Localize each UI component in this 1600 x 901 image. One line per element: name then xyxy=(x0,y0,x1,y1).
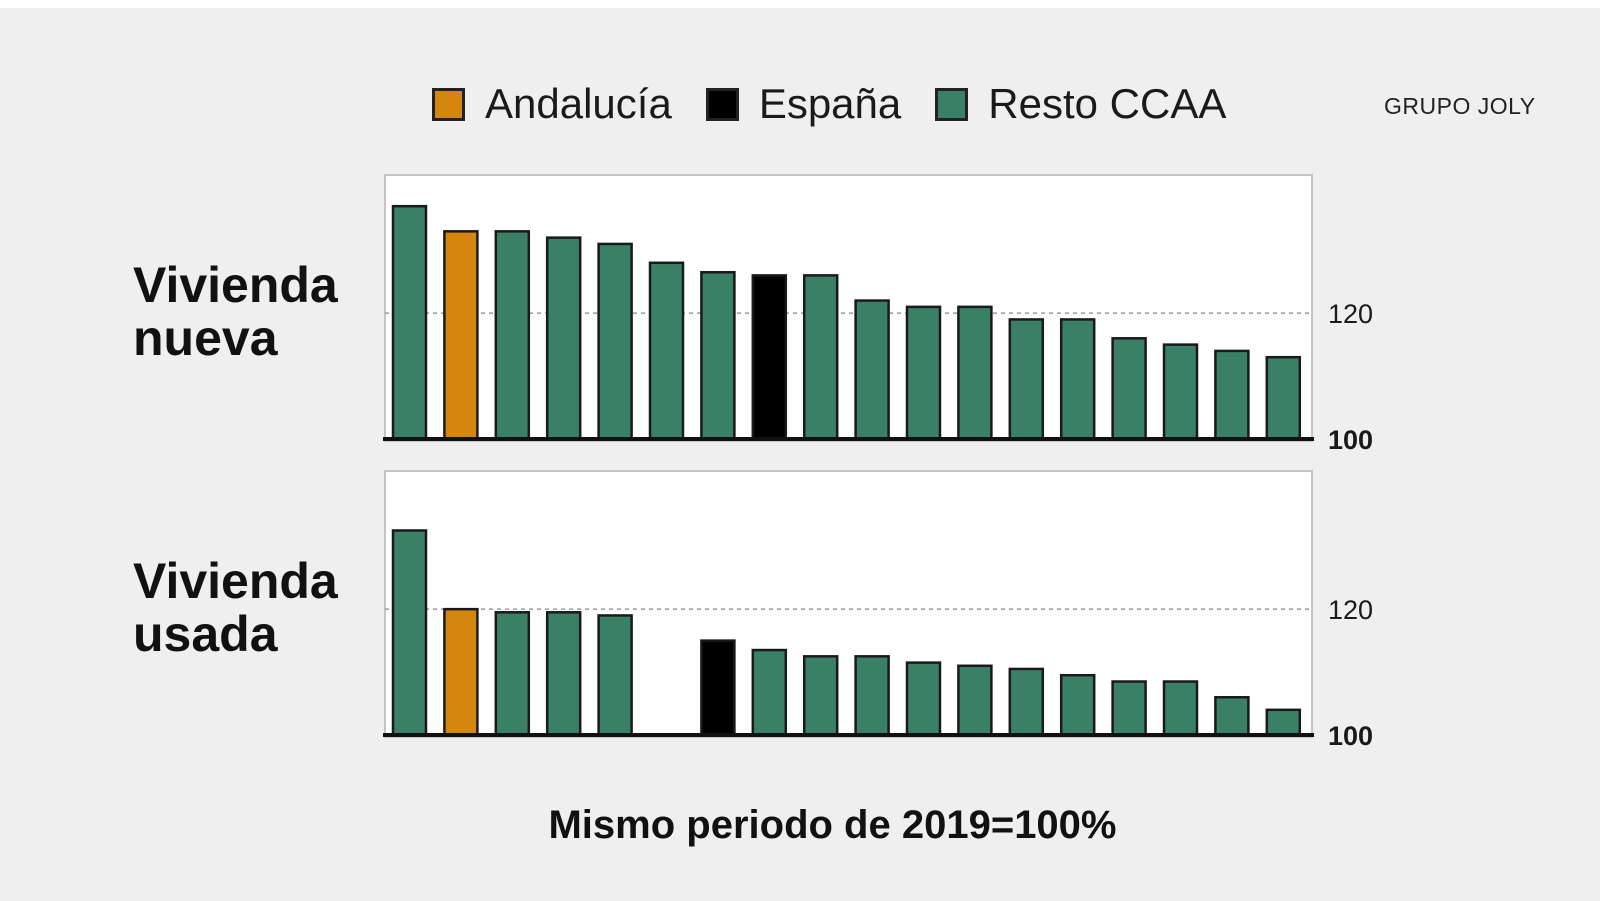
base-period-note: Mismo periodo de 2019=100% xyxy=(548,803,1117,847)
bar-resto-ccaa xyxy=(905,305,942,441)
bar-resto-ccaa xyxy=(854,299,890,441)
bar-resto-ccaa xyxy=(1059,673,1096,737)
bar-resto-ccaa xyxy=(1008,318,1045,441)
bar-resto-ccaa xyxy=(545,236,582,441)
chart-vivienda-usada: 100 120 xyxy=(383,470,1373,751)
legend-item-resto-ccaa: Resto CCAA xyxy=(935,83,1226,125)
bar-resto-ccaa xyxy=(648,261,685,441)
bar-resto-ccaa xyxy=(905,661,942,737)
legend-swatch-resto-ccaa xyxy=(935,87,969,121)
bar-resto-ccaa xyxy=(700,270,736,441)
bar-resto-ccaa xyxy=(494,611,531,737)
y-tick-label: 100 xyxy=(1328,721,1373,751)
bar-resto-ccaa xyxy=(1265,355,1302,441)
bar-andaluc-a xyxy=(443,607,479,737)
bar-resto-ccaa xyxy=(494,230,531,441)
bar-resto-ccaa xyxy=(957,305,993,441)
legend-swatch-andalucia xyxy=(432,87,465,121)
bar-resto-ccaa xyxy=(957,664,993,737)
bar-resto-ccaa xyxy=(751,648,788,737)
plot-vivienda-nueva: 100 120 xyxy=(383,174,1373,455)
bar-resto-ccaa xyxy=(391,529,428,737)
legend-item-andalucia: Andalucía xyxy=(432,83,672,125)
bar-resto-ccaa xyxy=(545,611,582,737)
y-tick-label: 120 xyxy=(1328,595,1373,625)
bar-resto-ccaa xyxy=(1111,337,1147,441)
bar-espa-a xyxy=(751,274,788,441)
legend-label-andalucia: Andalucía xyxy=(485,80,672,127)
bar-resto-ccaa xyxy=(1162,343,1199,441)
row-label-line: nueva xyxy=(133,310,278,366)
legend: Andalucía España Resto CCAA xyxy=(432,74,1260,134)
plot-area xyxy=(384,174,1313,442)
bar-resto-ccaa xyxy=(391,204,428,441)
brand-credit: GRUPO JOLY xyxy=(1384,93,1536,119)
bar-resto-ccaa xyxy=(1008,667,1045,737)
bar-resto-ccaa xyxy=(1214,349,1250,441)
y-tick-label: 100 xyxy=(1328,425,1373,455)
bar-andaluc-a xyxy=(443,230,479,441)
bar-resto-ccaa xyxy=(1059,318,1096,441)
bar-resto-ccaa xyxy=(1265,708,1302,737)
row-label-line: usada xyxy=(133,606,278,662)
legend-label-espana: España xyxy=(758,80,902,127)
bar-resto-ccaa xyxy=(1162,680,1199,737)
plot-area xyxy=(384,470,1313,738)
row-label-line: Vivienda xyxy=(133,257,338,313)
bar-resto-ccaa xyxy=(597,242,633,441)
bar-resto-ccaa xyxy=(802,274,839,441)
plot-vivienda-usada: 100 120 xyxy=(383,470,1373,751)
legend-label-resto-ccaa: Resto CCAA xyxy=(988,80,1227,127)
legend-swatch-espana xyxy=(705,87,739,121)
bar-resto-ccaa xyxy=(802,655,839,737)
row-label-line: Vivienda xyxy=(133,553,338,609)
y-tick-label: 120 xyxy=(1328,299,1373,329)
chart-vivienda-nueva: 100 120 xyxy=(383,174,1373,455)
chart-background xyxy=(0,8,1600,901)
bar-resto-ccaa xyxy=(1214,695,1250,737)
bar-resto-ccaa xyxy=(854,655,890,737)
bar-resto-ccaa xyxy=(597,614,633,737)
bar-espa-a xyxy=(700,639,736,737)
legend-item-espana: España xyxy=(705,80,902,127)
bar-resto-ccaa xyxy=(1111,680,1147,737)
row-label-vivienda-usada: Vivienda usada xyxy=(133,555,338,661)
row-label-vivienda-nueva: Vivienda nueva xyxy=(133,259,338,365)
